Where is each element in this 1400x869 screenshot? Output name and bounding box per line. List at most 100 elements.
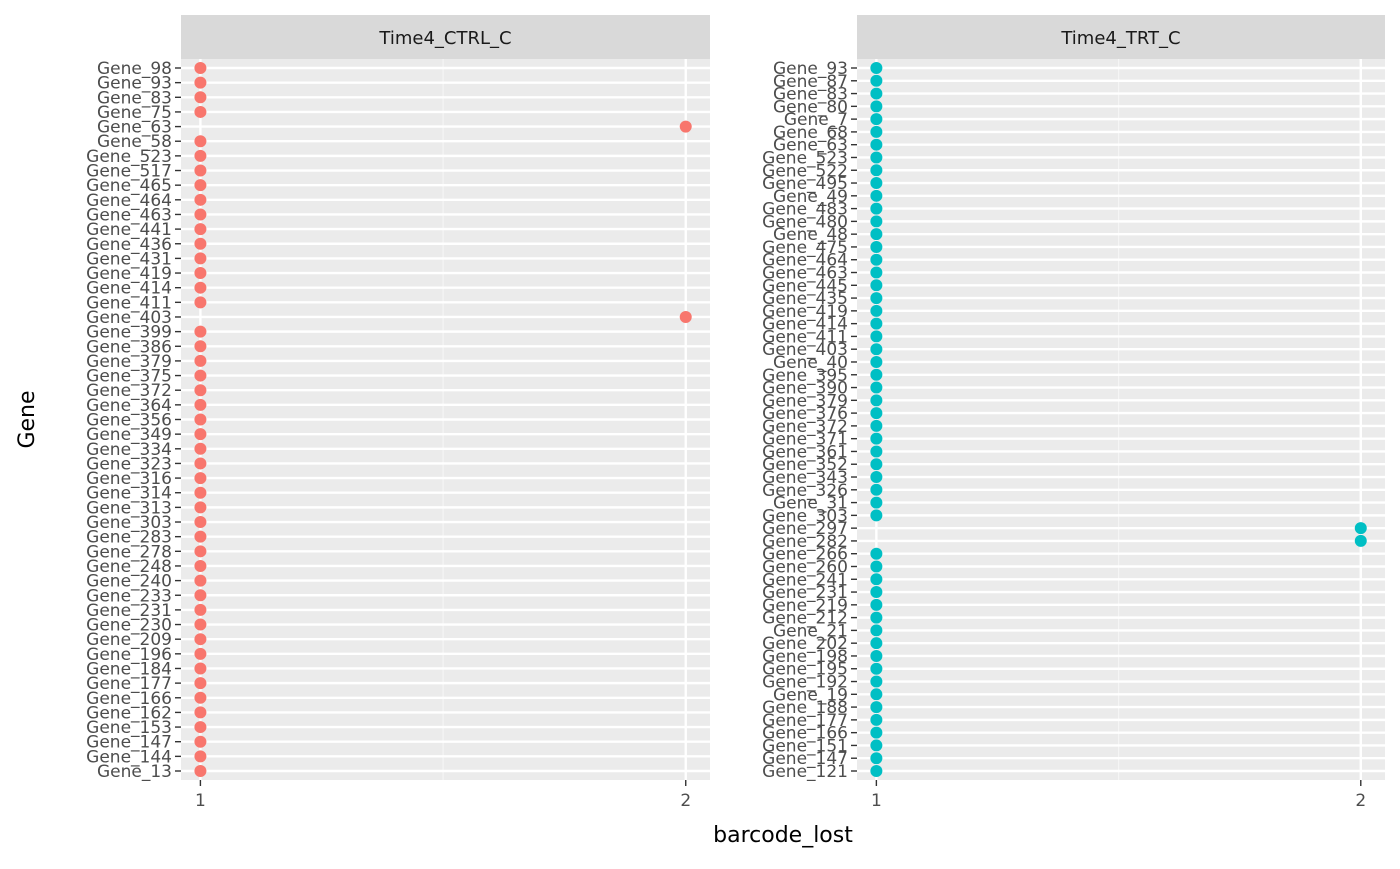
data-point (194, 603, 207, 616)
y-tick-label: Gene_144 (86, 747, 172, 767)
y-tick-label: Gene_68 (773, 123, 848, 143)
y-tick-label: Gene_31 (773, 494, 848, 514)
y-tick-label: Gene_75 (97, 103, 172, 123)
y-tick-label: Gene_282 (762, 532, 848, 552)
y-tick-label: Gene_475 (762, 238, 848, 258)
y-tick-label: Gene_177 (762, 711, 848, 731)
y-tick-label: Gene_147 (762, 749, 848, 769)
y-tick-label: Gene_153 (86, 718, 172, 738)
y-tick-label: Gene_297 (762, 519, 848, 539)
data-point (194, 589, 207, 602)
y-tick-label: Gene_7 (784, 110, 848, 130)
data-point (870, 215, 883, 228)
data-point (870, 624, 883, 637)
x-tick-label: 1 (871, 791, 882, 811)
y-tick-label: Gene_58 (97, 132, 172, 152)
y-tick-label: Gene_435 (762, 289, 848, 309)
data-point (194, 691, 207, 704)
data-point (870, 547, 883, 560)
y-tick-label: Gene_379 (762, 391, 848, 411)
data-point (870, 471, 883, 484)
y-tick-label: Gene_334 (86, 440, 172, 460)
data-point (194, 472, 207, 485)
data-point (194, 633, 207, 646)
data-point (194, 486, 207, 499)
data-point (870, 138, 883, 151)
y-tick-label: Gene_441 (86, 220, 172, 240)
y-tick-label: Gene_98 (97, 59, 172, 79)
data-point (194, 442, 207, 455)
y-tick-label: Gene_63 (97, 118, 172, 138)
data-point (870, 292, 883, 305)
y-tick-label: Gene_376 (762, 404, 848, 424)
data-point (870, 688, 883, 701)
y-tick-label: Gene_278 (86, 542, 172, 562)
y-tick-label: Gene_233 (86, 586, 172, 606)
data-point (870, 125, 883, 138)
data-point (870, 752, 883, 765)
y-tick-label: Gene_87 (773, 72, 848, 92)
data-point (870, 419, 883, 432)
y-tick-label: Gene_49 (773, 187, 848, 207)
data-point (194, 530, 207, 543)
y-tick-label: Gene_517 (86, 162, 172, 182)
y-tick-label: Gene_93 (773, 59, 848, 79)
y-tick-label: Gene_483 (762, 200, 848, 220)
y-tick-label: Gene_445 (762, 276, 848, 296)
y-tick-label: Gene_231 (86, 601, 172, 621)
y-tick-label: Gene_465 (86, 176, 172, 196)
y-tick-label: Gene_303 (762, 506, 848, 526)
y-tick-label: Gene_386 (86, 337, 172, 357)
y-tick-label: Gene_480 (762, 212, 848, 232)
x-tick-label: 1 (195, 791, 206, 811)
data-point (194, 559, 207, 572)
y-tick-label: Gene_464 (762, 251, 848, 271)
data-point (194, 325, 207, 338)
data-point (194, 340, 207, 353)
data-point (194, 237, 207, 250)
data-point (870, 304, 883, 317)
data-point (194, 384, 207, 397)
y-tick-label: Gene_219 (762, 596, 848, 616)
data-point (870, 113, 883, 126)
y-tick-label: Gene_83 (97, 88, 172, 108)
data-point (194, 91, 207, 104)
data-point (194, 164, 207, 177)
data-point (194, 750, 207, 763)
data-point (194, 296, 207, 309)
y-tick-label: Gene_349 (86, 425, 172, 445)
data-point (194, 281, 207, 294)
data-point (194, 516, 207, 529)
y-tick-label: Gene_212 (762, 609, 848, 629)
y-tick-label: Gene_147 (86, 733, 172, 753)
y-tick-label: Gene_80 (773, 97, 848, 117)
y-tick-label: Gene_13 (97, 762, 172, 782)
y-tick-label: Gene_40 (773, 353, 848, 373)
data-point (870, 739, 883, 752)
data-point (870, 330, 883, 343)
y-tick-label: Gene_395 (762, 366, 848, 386)
y-tick-label: Gene_403 (86, 308, 172, 328)
data-point (194, 677, 207, 690)
y-tick-label: Gene_371 (762, 430, 848, 450)
y-tick-label: Gene_414 (86, 279, 172, 299)
y-tick-label: Gene_495 (762, 174, 848, 194)
y-tick-label: Gene_464 (86, 191, 172, 211)
data-point (194, 618, 207, 631)
data-point (870, 62, 883, 74)
y-tick-label: Gene_522 (762, 161, 848, 181)
data-point (870, 701, 883, 714)
data-point (194, 647, 207, 660)
data-point (194, 369, 207, 382)
y-tick-label: Gene_414 (762, 315, 848, 335)
data-point (194, 457, 207, 470)
y-tick-label: Gene_188 (762, 698, 848, 718)
y-tick-label: Gene_177 (86, 674, 172, 694)
facet-strip (181, 15, 710, 59)
data-point (870, 253, 883, 266)
data-point (870, 483, 883, 496)
data-point (194, 149, 207, 162)
data-point (194, 413, 207, 426)
data-point (870, 317, 883, 330)
y-tick-label: Gene_411 (762, 327, 848, 347)
